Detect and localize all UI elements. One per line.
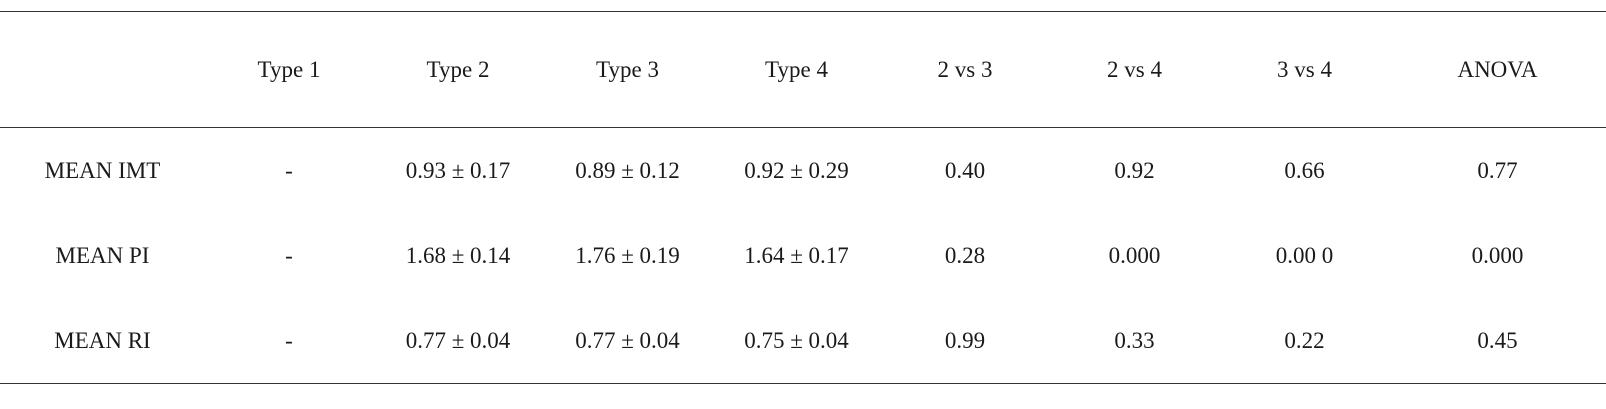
table-cell: -	[285, 157, 293, 183]
table-cell: 0.33	[1114, 327, 1155, 353]
table-cell: 0.92 ± 0.29	[744, 157, 849, 183]
table-row-mean-imt: MEAN IMT - 0.93 ± 0.17 0.89 ± 0.12 0.92 …	[0, 128, 1606, 214]
table-cell: 0.77 ± 0.04	[575, 327, 680, 353]
table-cell: -	[285, 327, 293, 353]
table-row-mean-pi: MEAN PI - 1.68 ± 0.14 1.76 ± 0.19 1.64 ±…	[0, 214, 1606, 299]
table-cell: 0.66	[1284, 157, 1325, 183]
table-cell: 0.99	[944, 327, 986, 353]
row-label: MEAN PI	[55, 243, 150, 268]
table-cell: 0.000	[1108, 243, 1161, 268]
table-cell: 0.00 0	[1275, 243, 1334, 268]
table-body: MEAN IMT - 0.93 ± 0.17 0.89 ± 0.12 0.92 …	[0, 128, 1606, 384]
data-table-container: Type 1 Type 2 Type 3 Type 4 2 vs 3 2 vs …	[0, 11, 1606, 384]
header-cell-type-4: Type 4	[765, 56, 828, 82]
header-row: Type 1 Type 2 Type 3 Type 4 2 vs 3 2 vs …	[0, 12, 1606, 128]
table-cell: 0.22	[1284, 327, 1325, 353]
header-cell-type-2: Type 2	[426, 56, 490, 82]
table-cell: 0.000	[1471, 243, 1524, 268]
table-cell: 1.68 ± 0.14	[405, 243, 511, 268]
row-label: MEAN RI	[54, 327, 151, 353]
header-cell-row-label	[0, 12, 205, 128]
header-cell-2-vs-3: 2 vs 3	[937, 56, 993, 82]
table-cell: -	[285, 243, 293, 268]
table-cell: 0.92	[1114, 157, 1155, 183]
results-table: Type 1 Type 2 Type 3 Type 4 2 vs 3 2 vs …	[0, 11, 1606, 384]
header-cell-type-1: Type 1	[257, 56, 321, 82]
table-cell: 0.40	[944, 157, 986, 183]
header-cell-anova: ANOVA	[1457, 56, 1538, 82]
header-cell-3-vs-4: 3 vs 4	[1277, 56, 1332, 82]
table-cell: 0.75 ± 0.04	[744, 327, 849, 353]
table-cell: 0.28	[944, 243, 986, 268]
table-cell: 0.93 ± 0.17	[405, 157, 511, 183]
table-cell: 0.45	[1477, 327, 1518, 353]
header-cell-2-vs-4: 2 vs 4	[1107, 56, 1162, 82]
header-cell-type-3: Type 3	[596, 56, 659, 82]
table-cell: 1.76 ± 0.19	[575, 243, 680, 268]
table-cell: 0.89 ± 0.12	[575, 157, 680, 183]
row-label: MEAN IMT	[44, 157, 161, 183]
table-cell: 1.64 ± 0.17	[744, 243, 849, 268]
table-row-mean-ri: MEAN RI - 0.77 ± 0.04 0.77 ± 0.04 0.75 ±…	[0, 299, 1606, 384]
table-header: Type 1 Type 2 Type 3 Type 4 2 vs 3 2 vs …	[0, 11, 1606, 128]
table-cell: 0.77	[1477, 157, 1518, 183]
table-cell: 0.77 ± 0.04	[405, 327, 511, 353]
